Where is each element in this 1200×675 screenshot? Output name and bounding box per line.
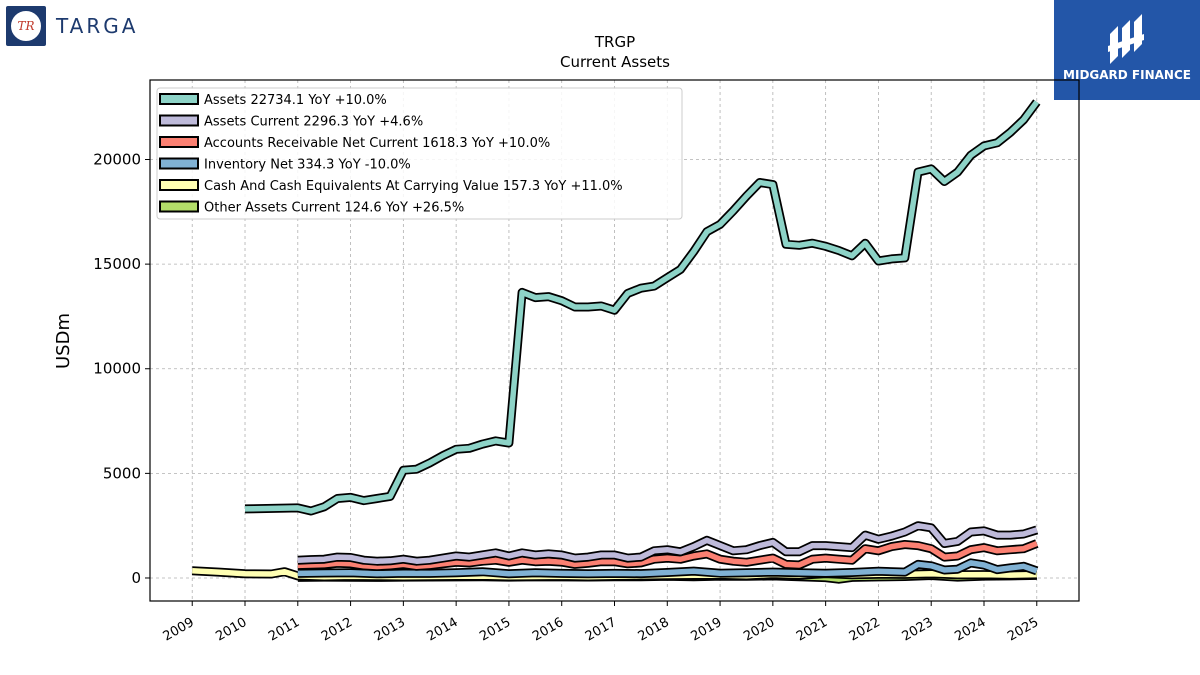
x-tick-label: 2009 [161, 615, 197, 645]
targa-logo: TR TARGA [4, 4, 174, 48]
x-tick-label: 2018 [636, 615, 672, 645]
chart-legend: Assets 22734.1 YoY +10.0% Assets Current … [156, 87, 683, 220]
x-axis-ticks: 2009 2010 2011 2012 2013 2014 2015 2016 2017 2018… [161, 601, 1041, 645]
chart-subtitle: Current Assets [560, 53, 670, 71]
legend-swatch-inventory [159, 157, 199, 170]
legend-label-cash: Cash And Cash Equivalents At Carrying Va… [204, 179, 623, 194]
x-tick-label: 2022 [847, 615, 883, 645]
x-tick-label: 2014 [425, 615, 461, 645]
x-tick-label: 2023 [900, 615, 936, 645]
x-tick-label: 2019 [688, 615, 724, 645]
x-tick-label: 2012 [319, 615, 355, 645]
x-tick-label: 2020 [741, 615, 777, 645]
legend-swatch-assets [159, 93, 199, 105]
targa-ring-icon: TR [11, 11, 41, 41]
x-tick-label: 2010 [213, 615, 249, 645]
midgard-finance-logo: MIDGARD FINANCE [1054, 0, 1200, 100]
x-tick-label: 2011 [266, 615, 302, 645]
legend-swatch-accounts_receivable [159, 136, 199, 148]
x-tick-label: 2016 [530, 615, 566, 645]
x-tick-label: 2021 [794, 615, 830, 645]
y-tick-label: 0 [131, 569, 141, 587]
legend-label-assets_current: Assets Current 2296.3 YoY +4.6% [204, 115, 423, 130]
x-tick-label: 2025 [1005, 615, 1041, 645]
y-axis-ticks: 0 5000 10000 15000 20000 [93, 151, 150, 587]
chart-series-group [191, 99, 1041, 584]
series-line-accounts_receivable [297, 540, 1038, 570]
y-tick-label: 10000 [93, 360, 141, 378]
legend-box [156, 87, 683, 220]
legend-label-inventory: Inventory Net 334.3 YoY -10.0% [204, 158, 411, 173]
x-tick-label: 2017 [583, 615, 619, 645]
midgard-brand-text: MIDGARD FINANCE [1063, 68, 1191, 82]
chart-title: TRGP [594, 33, 635, 51]
y-tick-label: 5000 [103, 464, 141, 482]
legend-swatch-other_assets [159, 200, 199, 213]
legend-swatch-assets_current [159, 114, 199, 127]
x-tick-label: 2024 [952, 615, 988, 645]
series-line-assets [244, 100, 1040, 514]
targa-logo-mark: TR [6, 6, 46, 46]
series-line-inventory [297, 560, 1038, 577]
legend-label-other_assets: Other Assets Current 124.6 YoY +26.5% [204, 201, 464, 216]
series-line-assets_current [297, 522, 1038, 564]
y-axis-label: USDm [53, 313, 74, 369]
targa-initials: TR [17, 19, 35, 33]
midgard-emblem-icon [1108, 14, 1144, 64]
y-tick-label: 20000 [93, 151, 141, 169]
targa-wordmark: TARGA [56, 14, 139, 38]
legend-label-assets: Assets 22734.1 YoY +10.0% [204, 93, 387, 108]
legend-swatch-cash [159, 179, 199, 191]
y-tick-label: 15000 [93, 255, 141, 273]
x-tick-label: 2015 [477, 615, 513, 645]
x-tick-label: 2013 [372, 615, 408, 645]
legend-label-accounts_receivable: Accounts Receivable Net Current 1618.3 Y… [204, 136, 550, 151]
